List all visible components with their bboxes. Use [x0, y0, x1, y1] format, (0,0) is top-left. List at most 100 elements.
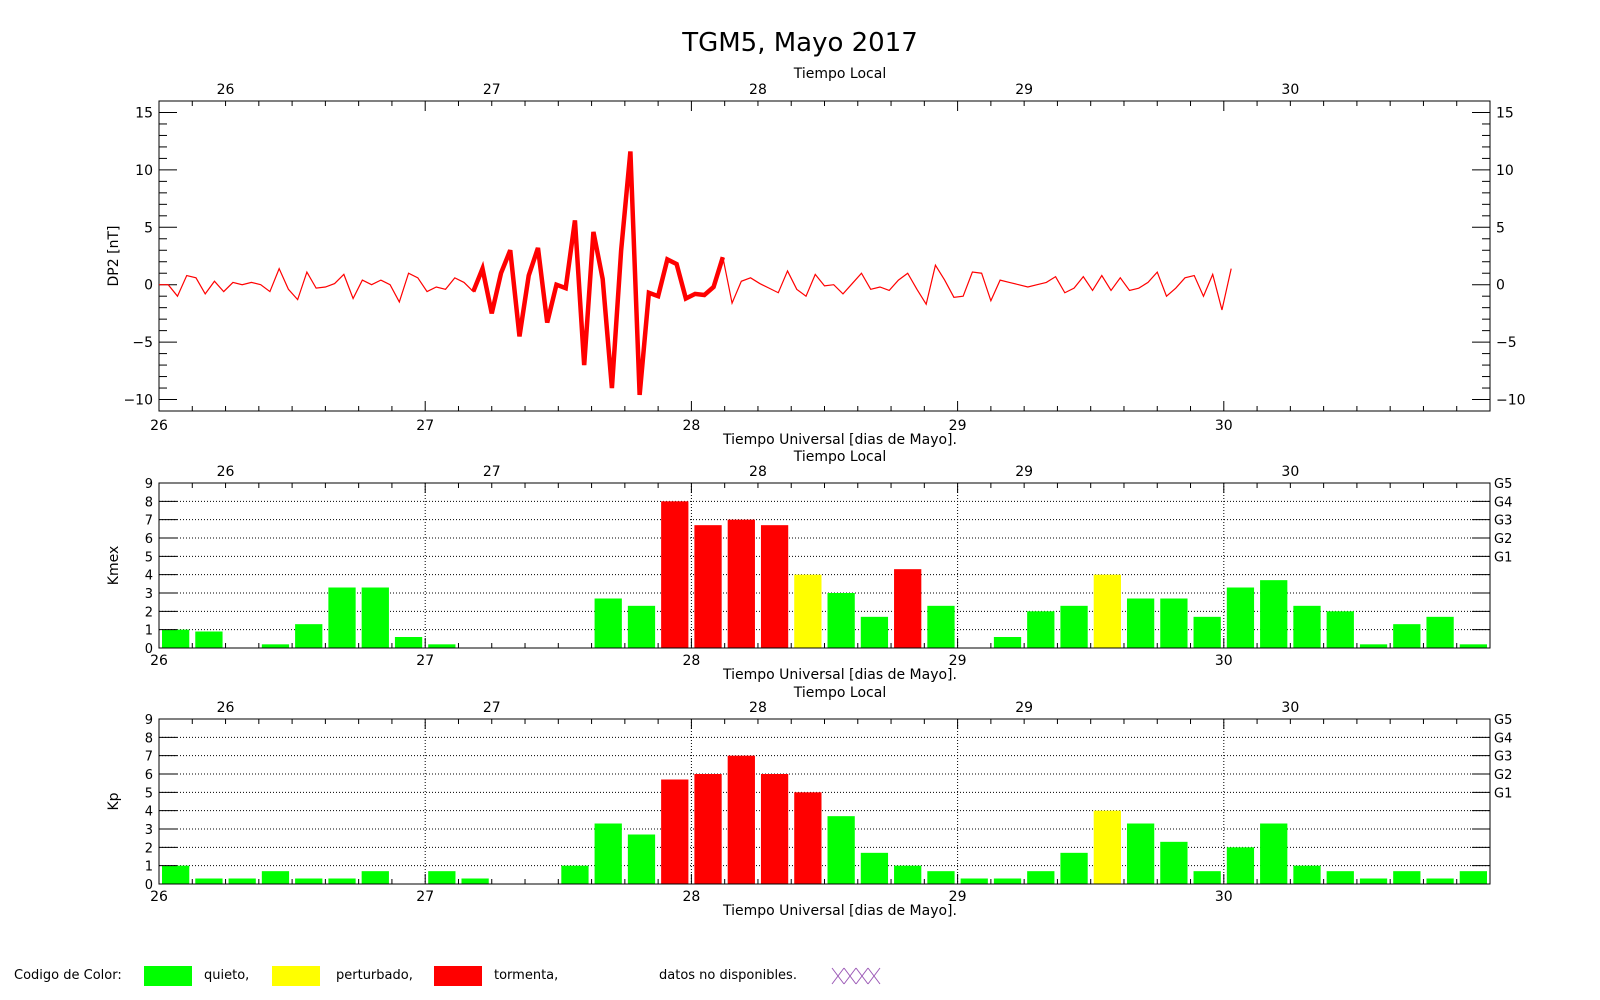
- bar: [1160, 841, 1188, 884]
- bar: [1459, 871, 1487, 884]
- g-level-label: G1: [1494, 786, 1512, 801]
- local-time-tick-label: 28: [749, 82, 767, 98]
- bar: [328, 878, 356, 884]
- bar: [627, 834, 656, 884]
- y-tick-label: 1: [145, 624, 153, 639]
- g-level-label: G5: [1494, 713, 1512, 728]
- x-tick-label: 27: [416, 653, 434, 669]
- bar: [1093, 574, 1121, 648]
- x-axis-title: Tiempo Universal [dias de Mayo].: [722, 667, 957, 683]
- nodata-hatch-icon: [831, 967, 881, 985]
- x-tick-label: 27: [416, 418, 434, 434]
- bar: [1226, 587, 1255, 648]
- x-tick-label: 30: [1215, 418, 1233, 434]
- x-tick-label: 26: [150, 418, 168, 434]
- y-tick-label: 7: [145, 514, 153, 529]
- g-level-label: G5: [1494, 477, 1512, 492]
- y-tick-label: 6: [145, 532, 153, 547]
- y-tick-label: 7: [145, 750, 153, 765]
- bar: [1326, 611, 1354, 648]
- y-tick-label: 3: [145, 823, 153, 838]
- x-tick-label: 29: [949, 418, 967, 434]
- legend-label-quiet: quieto,: [204, 968, 250, 983]
- local-time-tick-label: 27: [483, 700, 501, 716]
- bar: [361, 871, 389, 884]
- bar: [727, 519, 755, 648]
- bar: [394, 637, 423, 648]
- y-tick-label: 6: [145, 768, 153, 783]
- y-tick-label: 3: [145, 587, 153, 602]
- x-tick-label: 28: [682, 653, 700, 669]
- bar: [727, 755, 755, 884]
- bar: [1160, 598, 1188, 648]
- bar: [594, 823, 622, 884]
- local-time-tick-label: 29: [1015, 700, 1033, 716]
- bar: [927, 871, 955, 884]
- y-tick-label: −10: [123, 393, 153, 409]
- y-tick-label: 0: [144, 278, 153, 294]
- bar: [228, 878, 256, 884]
- bar: [1393, 624, 1421, 648]
- legend-label-nodata: datos no disponibles.: [659, 968, 797, 983]
- local-time-axis-title: Tiempo Local: [793, 685, 886, 701]
- bar: [827, 816, 855, 884]
- bar: [295, 624, 323, 648]
- y-tick-label: 10: [135, 163, 153, 179]
- bar: [261, 644, 290, 648]
- bar: [827, 593, 855, 648]
- bar: [1193, 871, 1221, 884]
- y-tick-label: 0: [145, 642, 153, 657]
- y-axis-title: Kp: [106, 792, 122, 810]
- x-tick-label: 28: [682, 889, 700, 905]
- bar: [594, 598, 622, 648]
- chart-title: TGM5, Mayo 2017: [681, 28, 918, 58]
- bar: [1326, 871, 1354, 884]
- bar: [794, 574, 822, 648]
- y-tick-label-right: −10: [1496, 393, 1526, 409]
- bar: [661, 501, 689, 648]
- bar: [428, 644, 456, 648]
- y-tick-label-right: 0: [1496, 278, 1505, 294]
- local-time-axis-title: Tiempo Local: [793, 66, 886, 82]
- y-axis-title: Kmex: [106, 546, 122, 585]
- y-tick-label: 2: [145, 841, 153, 856]
- bar: [661, 779, 689, 884]
- bar: [1027, 871, 1055, 884]
- bar: [1393, 871, 1421, 884]
- bar: [694, 774, 722, 884]
- y-tick-label: 0: [145, 878, 153, 893]
- legend-label-disturbed: perturbado,: [336, 968, 413, 983]
- x-tick-label: 27: [416, 889, 434, 905]
- local-time-tick-label: 29: [1015, 464, 1033, 480]
- bar: [1260, 823, 1288, 884]
- bar: [894, 865, 922, 884]
- bar: [1359, 878, 1388, 884]
- y-tick-label-right: −5: [1496, 335, 1517, 351]
- x-tick-label: 28: [682, 418, 700, 434]
- plot-frame: [158, 100, 1491, 412]
- local-time-axis-title: Tiempo Local: [793, 449, 886, 465]
- bar: [1093, 810, 1121, 884]
- y-tick-label: 4: [145, 805, 153, 820]
- g-level-label: G1: [1494, 550, 1512, 565]
- bar: [894, 569, 922, 648]
- y-tick-label: 5: [145, 550, 153, 565]
- bar: [361, 587, 389, 648]
- bar: [1426, 878, 1454, 884]
- legend-swatch-storm: [434, 966, 482, 986]
- bar: [760, 774, 789, 884]
- bar: [860, 852, 889, 884]
- bar: [993, 878, 1022, 884]
- y-tick-label: 5: [144, 220, 153, 236]
- bar: [1193, 616, 1221, 648]
- bar: [428, 871, 456, 884]
- dp2-panel: 26 27 28 29 30 26 27 28 29 30 Tiempo Local Tiempo U…: [106, 66, 1526, 448]
- bar: [195, 878, 223, 884]
- x-tick-label: 26: [150, 653, 168, 669]
- x-axis-title: Tiempo Universal [dias de Mayo].: [722, 903, 957, 919]
- x-tick-label: 30: [1215, 653, 1233, 669]
- y-tick-label: 8: [145, 731, 153, 746]
